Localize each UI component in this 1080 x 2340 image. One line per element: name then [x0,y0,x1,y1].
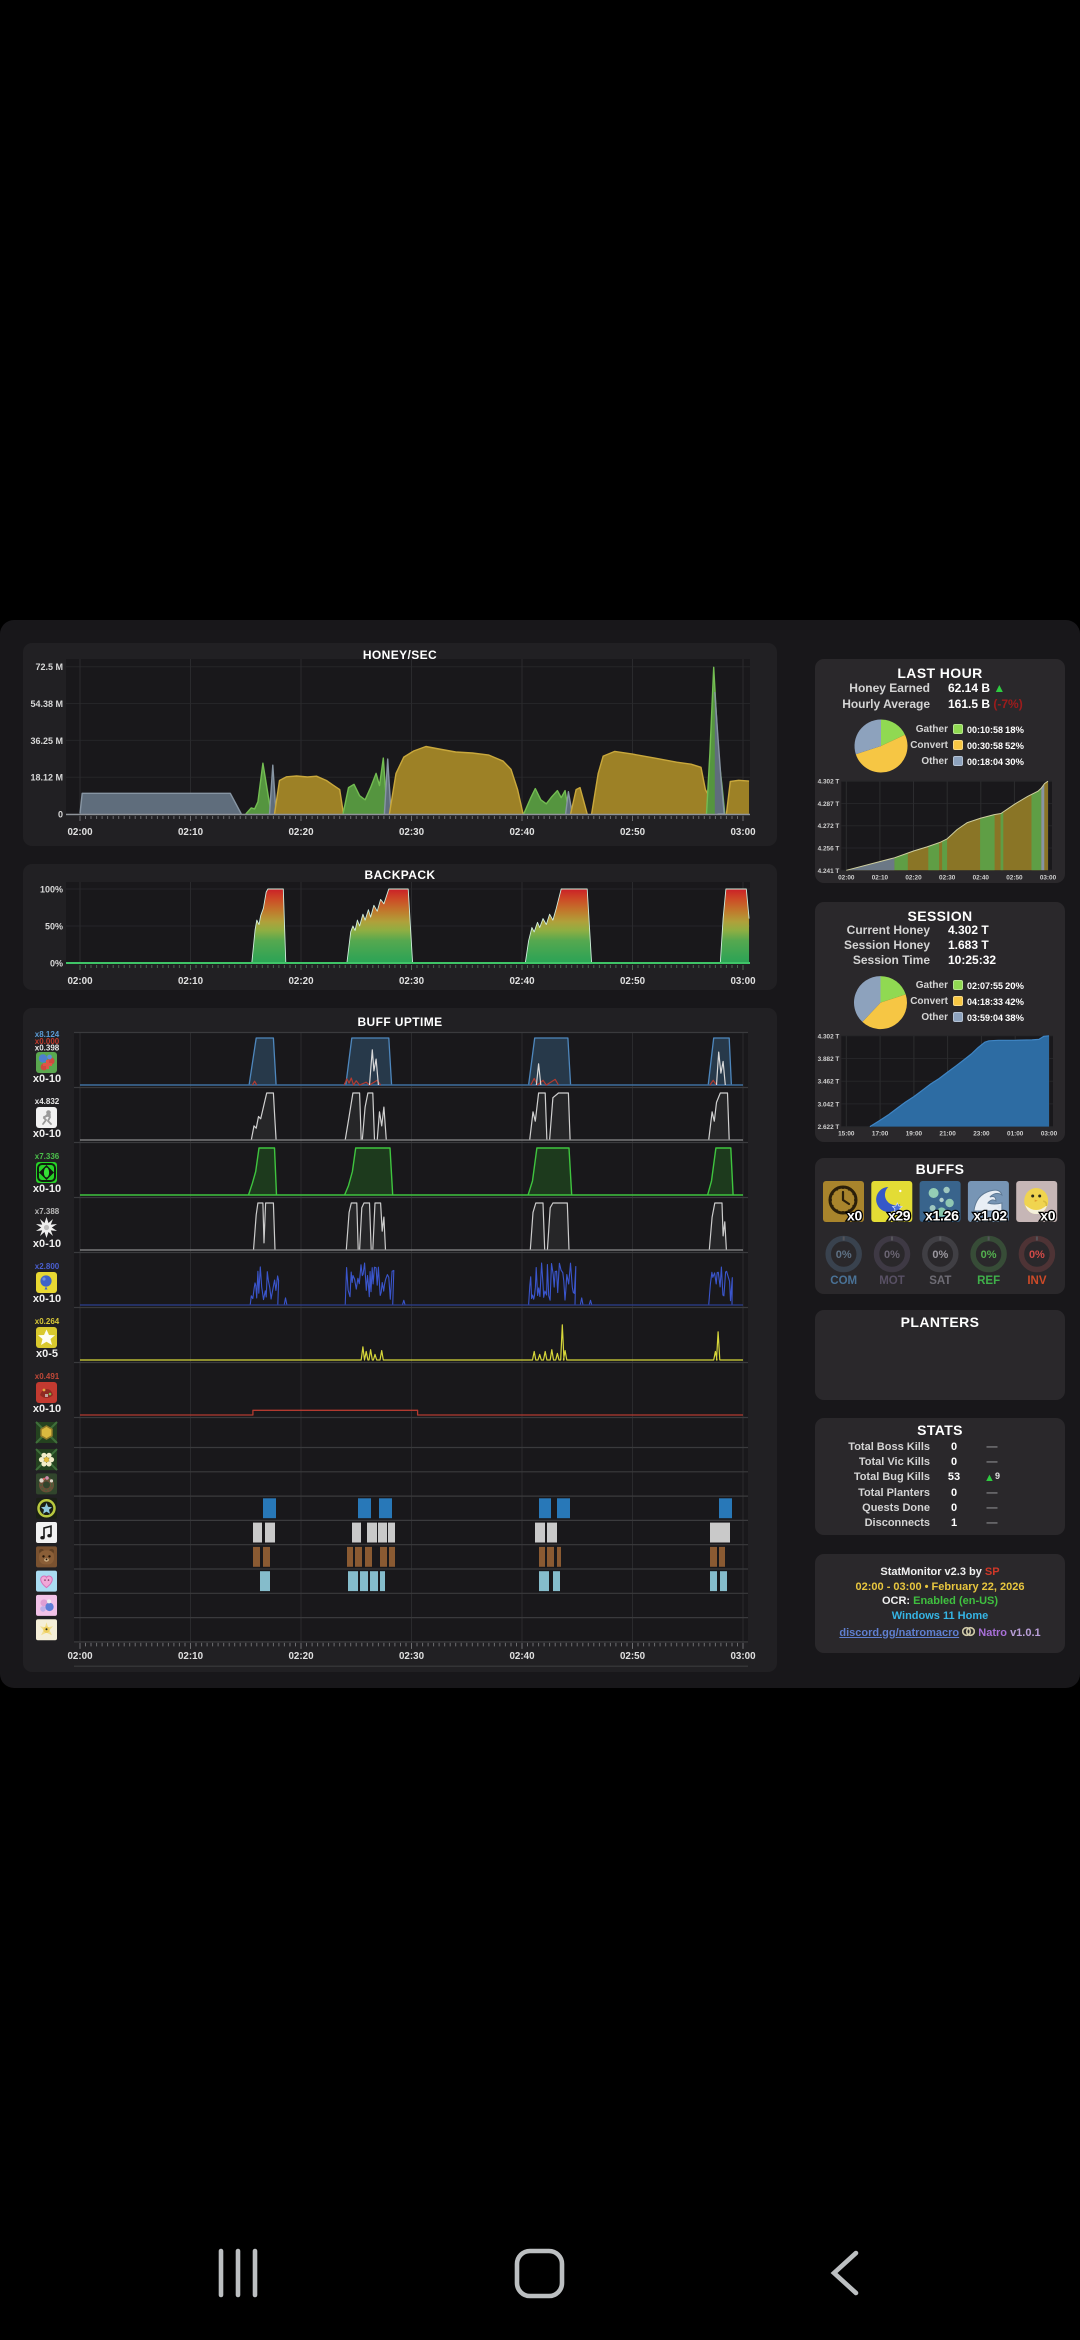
svg-text:02:10: 02:10 [178,1651,204,1662]
svg-text:02:50: 02:50 [1006,874,1023,881]
svg-text:3.882 T: 3.882 T [818,1056,840,1063]
svg-text:x0.000: x0.000 [35,1037,60,1046]
svg-text:03:00: 03:00 [730,1651,756,1662]
svg-text:0: 0 [58,810,63,820]
svg-text:x8.124: x8.124 [35,1030,60,1039]
svg-text:x0: x0 [1040,1208,1055,1224]
svg-text:50%: 50% [45,922,63,932]
svg-text:03:00: 03:00 [730,976,756,987]
svg-text:INV: INV [1027,1275,1047,1287]
svg-text:02:00: 02:00 [67,827,93,838]
svg-text:18.12 M: 18.12 M [30,773,63,783]
svg-text:x0.264: x0.264 [35,1317,60,1326]
svg-text:x7.388: x7.388 [35,1207,60,1216]
svg-text:4.287 T: 4.287 T [818,801,840,808]
svg-text:02:00: 02:00 [67,1651,93,1662]
svg-text:x2.800: x2.800 [35,1262,60,1271]
svg-text:02:50: 02:50 [620,827,646,838]
svg-text:4.302 T: 4.302 T [818,779,840,786]
svg-text:03:00: 03:00 [1041,1131,1058,1138]
svg-text:21:00: 21:00 [939,1131,956,1138]
svg-text:0%: 0% [1029,1249,1045,1261]
svg-text:02:20: 02:20 [288,827,314,838]
svg-text:COM: COM [830,1275,857,1287]
svg-text:0%: 0% [981,1249,997,1261]
svg-text:02:40: 02:40 [509,827,535,838]
svg-text:02:30: 02:30 [939,874,956,881]
svg-text:19:00: 19:00 [906,1131,923,1138]
svg-text:4.256 T: 4.256 T [818,846,840,853]
svg-text:x0-10: x0-10 [33,1293,61,1305]
svg-text:SAT: SAT [929,1275,951,1287]
svg-text:02:30: 02:30 [399,827,425,838]
svg-text:4.272 T: 4.272 T [818,823,840,830]
svg-text:2.622 T: 2.622 T [818,1124,840,1131]
svg-text:02:30: 02:30 [399,976,425,987]
svg-text:02:30: 02:30 [399,1651,425,1662]
svg-text:0%: 0% [884,1249,900,1261]
svg-text:100%: 100% [40,885,63,895]
svg-text:x0-10: x0-10 [33,1403,61,1415]
svg-text:02:40: 02:40 [509,976,535,987]
svg-text:x1.02: x1.02 [973,1208,1007,1224]
svg-text:x0-10: x0-10 [33,1238,61,1250]
svg-text:02:20: 02:20 [288,976,314,987]
svg-text:02:00: 02:00 [838,874,855,881]
svg-text:x0-10: x0-10 [33,1073,61,1085]
svg-text:4.241 T: 4.241 T [818,868,840,875]
svg-text:02:40: 02:40 [973,874,990,881]
svg-text:23:00: 23:00 [973,1131,990,1138]
svg-text:03:00: 03:00 [1040,874,1057,881]
svg-text:02:10: 02:10 [178,976,204,987]
svg-text:MOT: MOT [879,1275,905,1287]
svg-text:02:50: 02:50 [620,976,646,987]
svg-text:x4.832: x4.832 [35,1097,60,1106]
svg-text:02:40: 02:40 [509,1651,535,1662]
svg-text:REF: REF [977,1275,1000,1287]
svg-text:36.25 M: 36.25 M [30,736,63,746]
svg-text:x29: x29 [888,1208,911,1224]
svg-text:15:00: 15:00 [838,1131,855,1138]
svg-text:02:50: 02:50 [620,1651,646,1662]
svg-text:0%: 0% [836,1249,852,1261]
svg-text:02:10: 02:10 [178,827,204,838]
svg-text:02:20: 02:20 [288,1651,314,1662]
svg-text:3.462 T: 3.462 T [818,1079,840,1086]
svg-text:01:00: 01:00 [1007,1131,1024,1138]
svg-text:x1.26: x1.26 [925,1208,959,1224]
svg-text:02:20: 02:20 [905,874,922,881]
svg-text:x0-5: x0-5 [36,1348,58,1360]
svg-text:02:10: 02:10 [872,874,889,881]
svg-text:17:00: 17:00 [872,1131,889,1138]
svg-text:72.5 M: 72.5 M [35,662,63,672]
svg-text:4.302 T: 4.302 T [818,1033,840,1040]
svg-text:3.042 T: 3.042 T [818,1101,840,1108]
svg-text:x0: x0 [847,1208,862,1224]
svg-text:0%: 0% [50,959,63,969]
svg-text:x0-10: x0-10 [33,1183,61,1195]
svg-text:x0.398: x0.398 [35,1044,60,1053]
svg-text:x0-10: x0-10 [33,1128,61,1140]
svg-text:x7.336: x7.336 [35,1152,60,1161]
svg-text:02:00: 02:00 [67,976,93,987]
svg-text:0%: 0% [932,1249,948,1261]
svg-text:x0.491: x0.491 [35,1372,60,1381]
svg-text:54.38 M: 54.38 M [30,699,63,709]
svg-text:03:00: 03:00 [730,827,756,838]
